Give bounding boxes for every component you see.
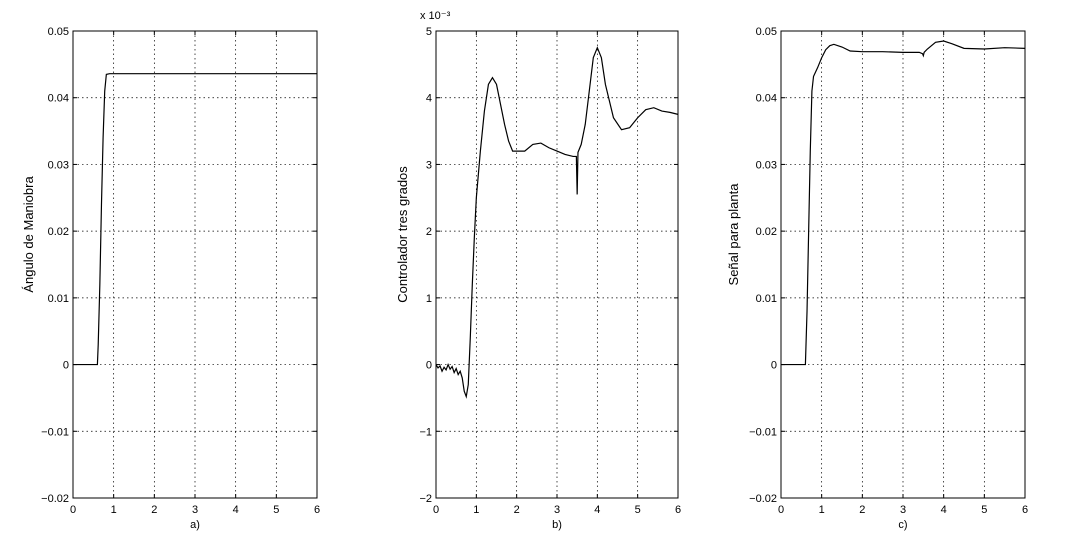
x-tick-label: 2 [514, 504, 520, 516]
x-tick-label: 2 [151, 504, 157, 516]
y-tick-label: −1 [419, 426, 432, 438]
y-tick-label: 0.04 [756, 93, 777, 105]
y-tick-label: −0.02 [41, 493, 69, 505]
x-tick-label: 6 [675, 504, 681, 516]
y-axis-label: Controlador tres grados [395, 166, 410, 303]
y-tick-label: 3 [426, 159, 432, 171]
y-tick-label: 0.02 [756, 226, 777, 238]
y-axis-label: Ángulo de Maniobra [21, 176, 36, 293]
x-tick-label: 3 [900, 504, 906, 516]
x-tick-label: 4 [594, 504, 600, 516]
y-tick-label: −2 [419, 493, 432, 505]
y-tick-label: 0.03 [48, 159, 69, 171]
x-tick-label: 4 [233, 504, 239, 516]
x-tick-label: 5 [635, 504, 641, 516]
y-tick-label: 2 [426, 226, 432, 238]
y-tick-label: 5 [426, 26, 432, 38]
x-tick-label: 5 [273, 504, 279, 516]
y-tick-label: 0 [63, 360, 69, 372]
y-axis-label: Señal para planta [726, 183, 741, 286]
panel-label: b) [552, 519, 562, 531]
y-exponent-label: x 10⁻³ [420, 10, 451, 22]
x-tick-label: 6 [1022, 504, 1028, 516]
y-tick-label: 1 [426, 293, 432, 305]
y-tick-label: 4 [426, 93, 432, 105]
x-tick-label: 3 [554, 504, 560, 516]
y-tick-label: 0.02 [48, 226, 69, 238]
x-tick-label: 3 [192, 504, 198, 516]
series-line [435, 46, 679, 399]
y-tick-label: −0.02 [749, 493, 777, 505]
x-tick-label: 5 [981, 504, 987, 516]
x-tick-label: 0 [778, 504, 784, 516]
x-tick-label: 4 [941, 504, 947, 516]
x-tick-label: 0 [70, 504, 76, 516]
series-line [781, 40, 1026, 366]
chart-panel-a: 0 1 2 3 4 5 6 −0.02 −0.01 0 0.01 0.02 0.03 0.04 0.05 a)… [21, 26, 320, 531]
series-line [73, 73, 317, 366]
chart-panel-c: 0 1 2 3 4 5 6 −0.02 −0.01 0 0.01 0.02 0.03 0.04 0.05 c)… [726, 26, 1028, 531]
y-tick-label: 0 [426, 360, 432, 372]
y-tick-label: 0 [771, 360, 777, 372]
panel-label: c) [898, 519, 907, 531]
x-tick-label: 1 [819, 504, 825, 516]
y-tick-label: 0.01 [756, 293, 777, 305]
x-tick-label: 1 [473, 504, 479, 516]
x-tick-label: 1 [111, 504, 117, 516]
x-tick-label: 2 [859, 504, 865, 516]
x-tick-label: 0 [433, 504, 439, 516]
y-tick-label: 0.05 [48, 26, 69, 38]
y-tick-label: −0.01 [41, 426, 69, 438]
panel-label: a) [190, 519, 200, 531]
x-tick-label: 6 [314, 504, 320, 516]
y-tick-label: 0.03 [756, 159, 777, 171]
y-tick-label: 0.05 [756, 26, 777, 38]
y-tick-label: 0.01 [48, 293, 69, 305]
y-tick-label: 0.04 [48, 93, 69, 105]
chart-panel-b: 0 1 2 3 4 5 6 −2 −1 0 1 2 3 4 5 x 10⁻³ b) Controlador tre… [395, 10, 681, 531]
y-tick-label: −0.01 [749, 426, 777, 438]
